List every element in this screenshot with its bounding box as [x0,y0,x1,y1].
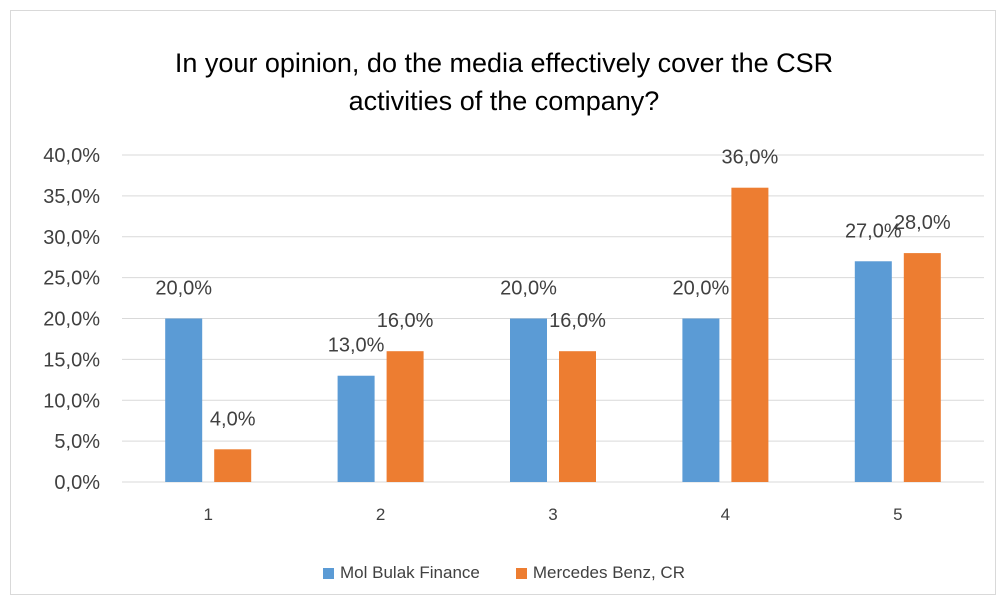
data-label: 27,0% [845,220,902,242]
data-label: 20,0% [500,278,557,300]
legend: Mol Bulak Finance Mercedes Benz, CR [0,561,1008,585]
y-tick-label: 20,0% [43,309,100,331]
data-label: 16,0% [377,310,434,332]
bar [731,187,769,482]
legend-label-mol-bulak: Mol Bulak Finance [340,563,480,582]
legend-item-mercedes: Mercedes Benz, CR [515,563,685,583]
bar [386,351,424,482]
y-tick-label: 35,0% [43,186,100,208]
y-tick-label: 30,0% [43,227,100,249]
bar [854,261,892,482]
bar [559,351,596,482]
data-label: 16,0% [549,310,606,332]
data-label: 4,0% [210,408,256,430]
y-tick-label: 10,0% [43,390,100,412]
legend-label-mercedes: Mercedes Benz, CR [532,563,685,582]
x-tick-label: 1 [203,505,212,524]
data-label: 36,0% [722,147,779,169]
bar [337,375,375,482]
chart-title: In your opinion, do the media effectivel… [0,44,1008,120]
legend-item-mol-bulak: Mol Bulak Finance [323,563,480,583]
y-tick-label: 15,0% [43,349,100,371]
bar [682,318,720,482]
bar [214,449,252,482]
x-tick-label: 3 [548,505,557,524]
x-tick-label: 5 [893,505,902,524]
chart-title-line-2: activities of the company? [348,86,660,116]
data-label: 20,0% [155,278,212,300]
chart-title-line-1: In your opinion, do the media effectivel… [174,48,834,78]
data-label: 13,0% [328,335,385,357]
y-tick-label: 0,0% [54,472,100,494]
x-tick-label: 2 [376,505,385,524]
chart-area [10,10,996,595]
y-tick-label: 25,0% [43,268,100,290]
bar [903,253,941,482]
data-label: 20,0% [673,278,730,300]
x-tick-label: 4 [721,505,730,524]
bar [510,318,547,482]
legend-swatch-mol-bulak [323,567,335,579]
bar [165,318,203,482]
y-tick-label: 40,0% [43,145,100,167]
data-label: 28,0% [894,212,951,234]
legend-swatch-mercedes [515,567,527,579]
y-tick-label: 5,0% [54,431,100,453]
